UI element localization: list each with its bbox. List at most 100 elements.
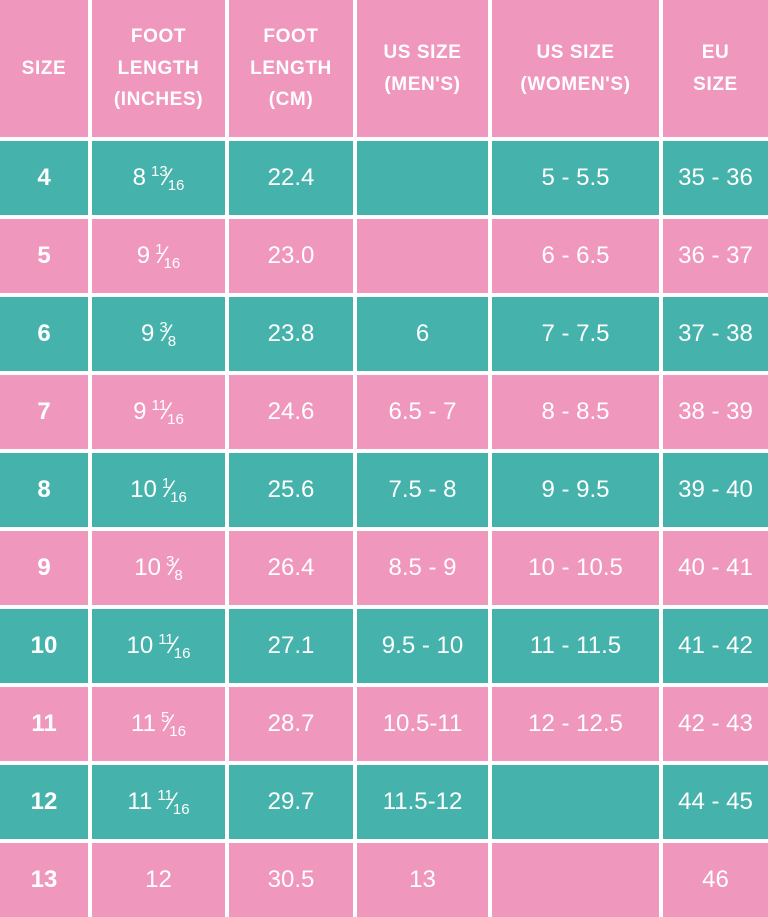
fraction-numerator: 5	[160, 709, 170, 726]
fraction-numerator: 1	[161, 475, 171, 492]
inches-fraction: 3⁄8	[159, 319, 177, 350]
eu-size-cell: 42 - 43	[663, 687, 768, 761]
fraction-slash-icon: ⁄	[170, 788, 175, 815]
fraction-slash-icon: ⁄	[165, 164, 170, 191]
foot-length-cm-cell: 23.0	[229, 219, 353, 293]
foot-length-cm-cell: 25.6	[229, 453, 353, 527]
us-size-mens-cell: 6	[357, 297, 488, 371]
inches-fraction: 11⁄16	[157, 787, 190, 818]
inches-whole: 9	[140, 320, 155, 347]
us-size-mens-cell: 9.5 - 10	[357, 609, 488, 683]
eu-size-cell: 40 - 41	[663, 531, 768, 605]
us-size-womens-cell: 5 - 5.5	[492, 141, 659, 215]
us-size-womens-cell: 7 - 7.5	[492, 297, 659, 371]
inches-fraction: 5⁄16	[160, 709, 186, 740]
fraction-denominator: 16	[167, 411, 184, 428]
foot-length-inches-cell: 11 11⁄16	[92, 765, 225, 839]
inches-whole: 12	[145, 866, 172, 893]
foot-length-cm-cell: 30.5	[229, 843, 353, 917]
foot-length-inches-cell: 9 3⁄8	[92, 297, 225, 371]
fraction-numerator: 11	[151, 397, 168, 414]
fraction-denominator: 16	[169, 723, 186, 740]
fraction-denominator: 16	[163, 255, 181, 272]
size-cell: 7	[0, 375, 88, 449]
fraction-slash-icon: ⁄	[172, 554, 177, 581]
us-size-womens-cell	[492, 843, 659, 917]
us-size-mens-cell: 8.5 - 9	[357, 531, 488, 605]
us-size-womens-cell: 11 - 11.5	[492, 609, 659, 683]
inches-whole: 9	[136, 242, 151, 269]
inches-fraction: 11⁄16	[151, 397, 184, 428]
size-cell: 4	[0, 141, 88, 215]
us-size-womens-cell: 9 - 9.5	[492, 453, 659, 527]
foot-length-cm-cell: 27.1	[229, 609, 353, 683]
us-size-womens-cell	[492, 765, 659, 839]
col-header-size: SIZE	[0, 0, 88, 137]
col-header-foot-length-in: FOOT LENGTH (INCHES)	[92, 0, 225, 137]
eu-size-cell: 44 - 45	[663, 765, 768, 839]
eu-size-cell: 39 - 40	[663, 453, 768, 527]
eu-size-cell: 41 - 42	[663, 609, 768, 683]
col-header-foot-length-cm: FOOT LENGTH (CM)	[229, 0, 353, 137]
fraction-numerator: 11	[157, 787, 173, 804]
fraction-slash-icon: ⁄	[165, 320, 170, 347]
eu-size-cell: 35 - 36	[663, 141, 768, 215]
fraction-numerator: 1	[155, 241, 164, 258]
us-size-mens-cell: 11.5-12	[357, 765, 488, 839]
col-header-us-size-womens: US SIZE (WOMEN'S)	[492, 0, 659, 137]
foot-length-cm-cell: 28.7	[229, 687, 353, 761]
fraction-denominator: 16	[170, 489, 187, 506]
fraction-slash-icon: ⁄	[171, 632, 176, 659]
fraction-denominator: 16	[173, 645, 191, 662]
fraction-denominator: 8	[174, 567, 183, 584]
inches-fraction: 1⁄16	[155, 241, 181, 272]
fraction-denominator: 16	[172, 801, 190, 818]
us-size-womens-cell: 6 - 6.5	[492, 219, 659, 293]
us-size-womens-cell: 12 - 12.5	[492, 687, 659, 761]
inches-whole: 10	[134, 554, 161, 581]
size-cell: 11	[0, 687, 88, 761]
foot-length-inches-cell: 12	[92, 843, 225, 917]
size-cell: 9	[0, 531, 88, 605]
us-size-womens-cell: 10 - 10.5	[492, 531, 659, 605]
fraction-denominator: 8	[167, 333, 177, 350]
fraction-numerator: 3	[159, 319, 168, 336]
fraction-slash-icon: ⁄	[167, 710, 172, 737]
size-cell: 6	[0, 297, 88, 371]
size-cell: 8	[0, 453, 88, 527]
us-size-mens-cell	[357, 141, 488, 215]
inches-fraction: 3⁄8	[166, 553, 183, 584]
fraction-numerator: 13	[150, 163, 168, 180]
size-cell: 12	[0, 765, 88, 839]
inches-whole: 11	[131, 710, 156, 737]
foot-length-inches-cell: 10 11⁄16	[92, 609, 225, 683]
us-size-womens-cell: 8 - 8.5	[492, 375, 659, 449]
us-size-mens-cell: 7.5 - 8	[357, 453, 488, 527]
foot-length-cm-cell: 24.6	[229, 375, 353, 449]
us-size-mens-cell	[357, 219, 488, 293]
inches-whole: 10	[130, 476, 157, 503]
us-size-mens-cell: 6.5 - 7	[357, 375, 488, 449]
foot-length-inches-cell: 8 13⁄16	[92, 141, 225, 215]
size-cell: 10	[0, 609, 88, 683]
size-cell: 13	[0, 843, 88, 917]
us-size-mens-cell: 13	[357, 843, 488, 917]
eu-size-cell: 36 - 37	[663, 219, 768, 293]
us-size-mens-cell: 10.5-11	[357, 687, 488, 761]
foot-length-cm-cell: 29.7	[229, 765, 353, 839]
eu-size-cell: 46	[663, 843, 768, 917]
inches-fraction: 1⁄16	[161, 475, 187, 506]
foot-length-cm-cell: 23.8	[229, 297, 353, 371]
col-header-us-size-mens: US SIZE (MEN'S)	[357, 0, 488, 137]
fraction-numerator: 11	[158, 631, 174, 648]
inches-whole: 9	[133, 398, 147, 425]
fraction-slash-icon: ⁄	[165, 398, 170, 425]
fraction-slash-icon: ⁄	[161, 242, 166, 269]
foot-length-inches-cell: 10 1⁄16	[92, 453, 225, 527]
foot-length-inches-cell: 11 5⁄16	[92, 687, 225, 761]
foot-length-cm-cell: 22.4	[229, 141, 353, 215]
inches-whole: 10	[126, 632, 154, 659]
fraction-numerator: 3	[166, 553, 175, 570]
